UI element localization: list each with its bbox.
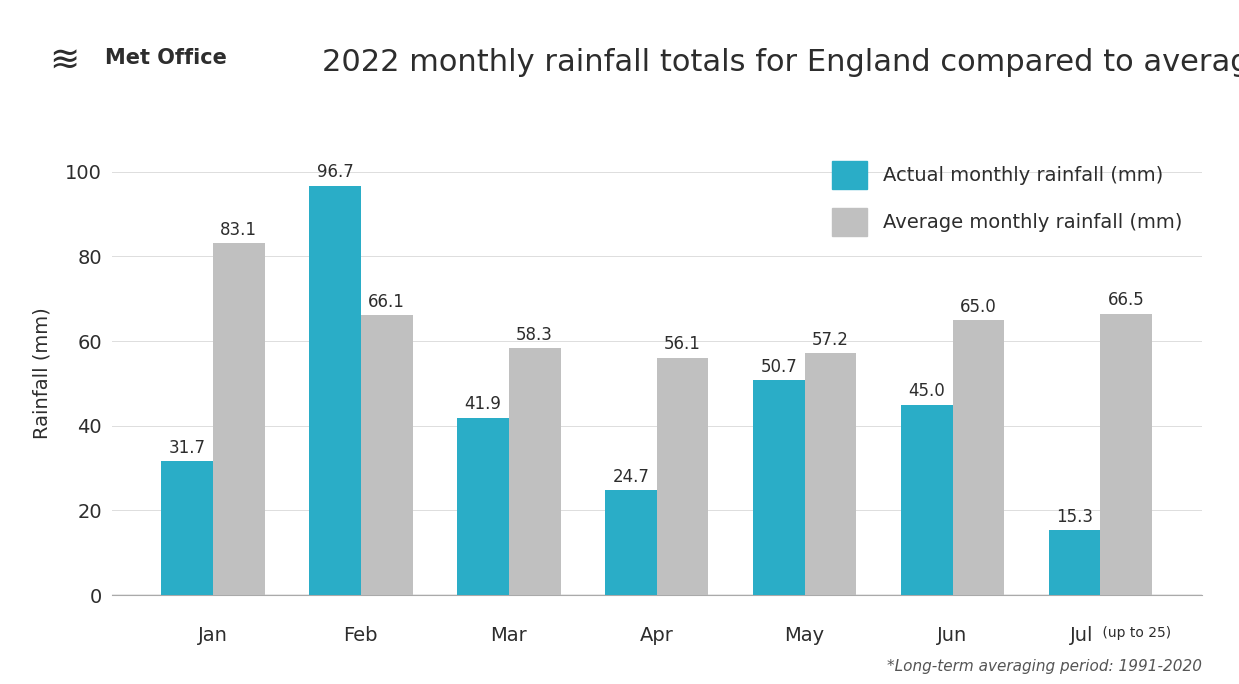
Bar	[457, 418, 509, 595]
Text: *Long-term averaging period: 1991-2020: *Long-term averaging period: 1991-2020	[887, 659, 1202, 674]
Bar	[309, 185, 361, 595]
Bar	[901, 404, 953, 595]
Text: (up to 25): (up to 25)	[1098, 627, 1171, 640]
Bar	[1048, 530, 1100, 595]
Text: Jul: Jul	[1069, 627, 1093, 645]
Text: 2022 monthly rainfall totals for England compared to average: 2022 monthly rainfall totals for England…	[322, 48, 1239, 77]
Text: Apr: Apr	[639, 627, 674, 645]
Text: 24.7: 24.7	[612, 469, 649, 486]
Text: 41.9: 41.9	[465, 395, 502, 413]
Text: 45.0: 45.0	[908, 382, 945, 400]
Bar	[1100, 313, 1152, 595]
Bar	[361, 315, 413, 595]
Text: 83.1: 83.1	[221, 221, 258, 239]
Text: Feb: Feb	[343, 627, 378, 645]
Text: 66.1: 66.1	[368, 293, 405, 311]
Y-axis label: Rainfall (mm): Rainfall (mm)	[32, 307, 51, 438]
Text: 96.7: 96.7	[316, 163, 353, 181]
Bar	[509, 348, 560, 595]
Bar	[213, 244, 265, 595]
Text: 65.0: 65.0	[960, 298, 997, 315]
Text: Jun: Jun	[938, 627, 968, 645]
Bar	[161, 461, 213, 595]
Text: 57.2: 57.2	[812, 330, 849, 349]
Text: Mar: Mar	[491, 627, 527, 645]
Text: ≋: ≋	[50, 44, 79, 79]
Text: 56.1: 56.1	[664, 335, 701, 354]
Legend: Actual monthly rainfall (mm), Average monthly rainfall (mm): Actual monthly rainfall (mm), Average mo…	[823, 151, 1192, 246]
Text: 50.7: 50.7	[761, 358, 797, 376]
Text: May: May	[784, 627, 825, 645]
Text: 58.3: 58.3	[517, 326, 553, 344]
Text: 15.3: 15.3	[1056, 508, 1093, 526]
Bar	[605, 490, 657, 595]
Bar	[804, 353, 856, 595]
Text: 66.5: 66.5	[1108, 291, 1145, 309]
Bar	[753, 380, 804, 595]
Text: Jan: Jan	[198, 627, 228, 645]
Text: 31.7: 31.7	[169, 438, 206, 457]
Bar	[953, 320, 1005, 595]
Text: Met Office: Met Office	[105, 48, 227, 68]
Bar	[657, 358, 709, 595]
